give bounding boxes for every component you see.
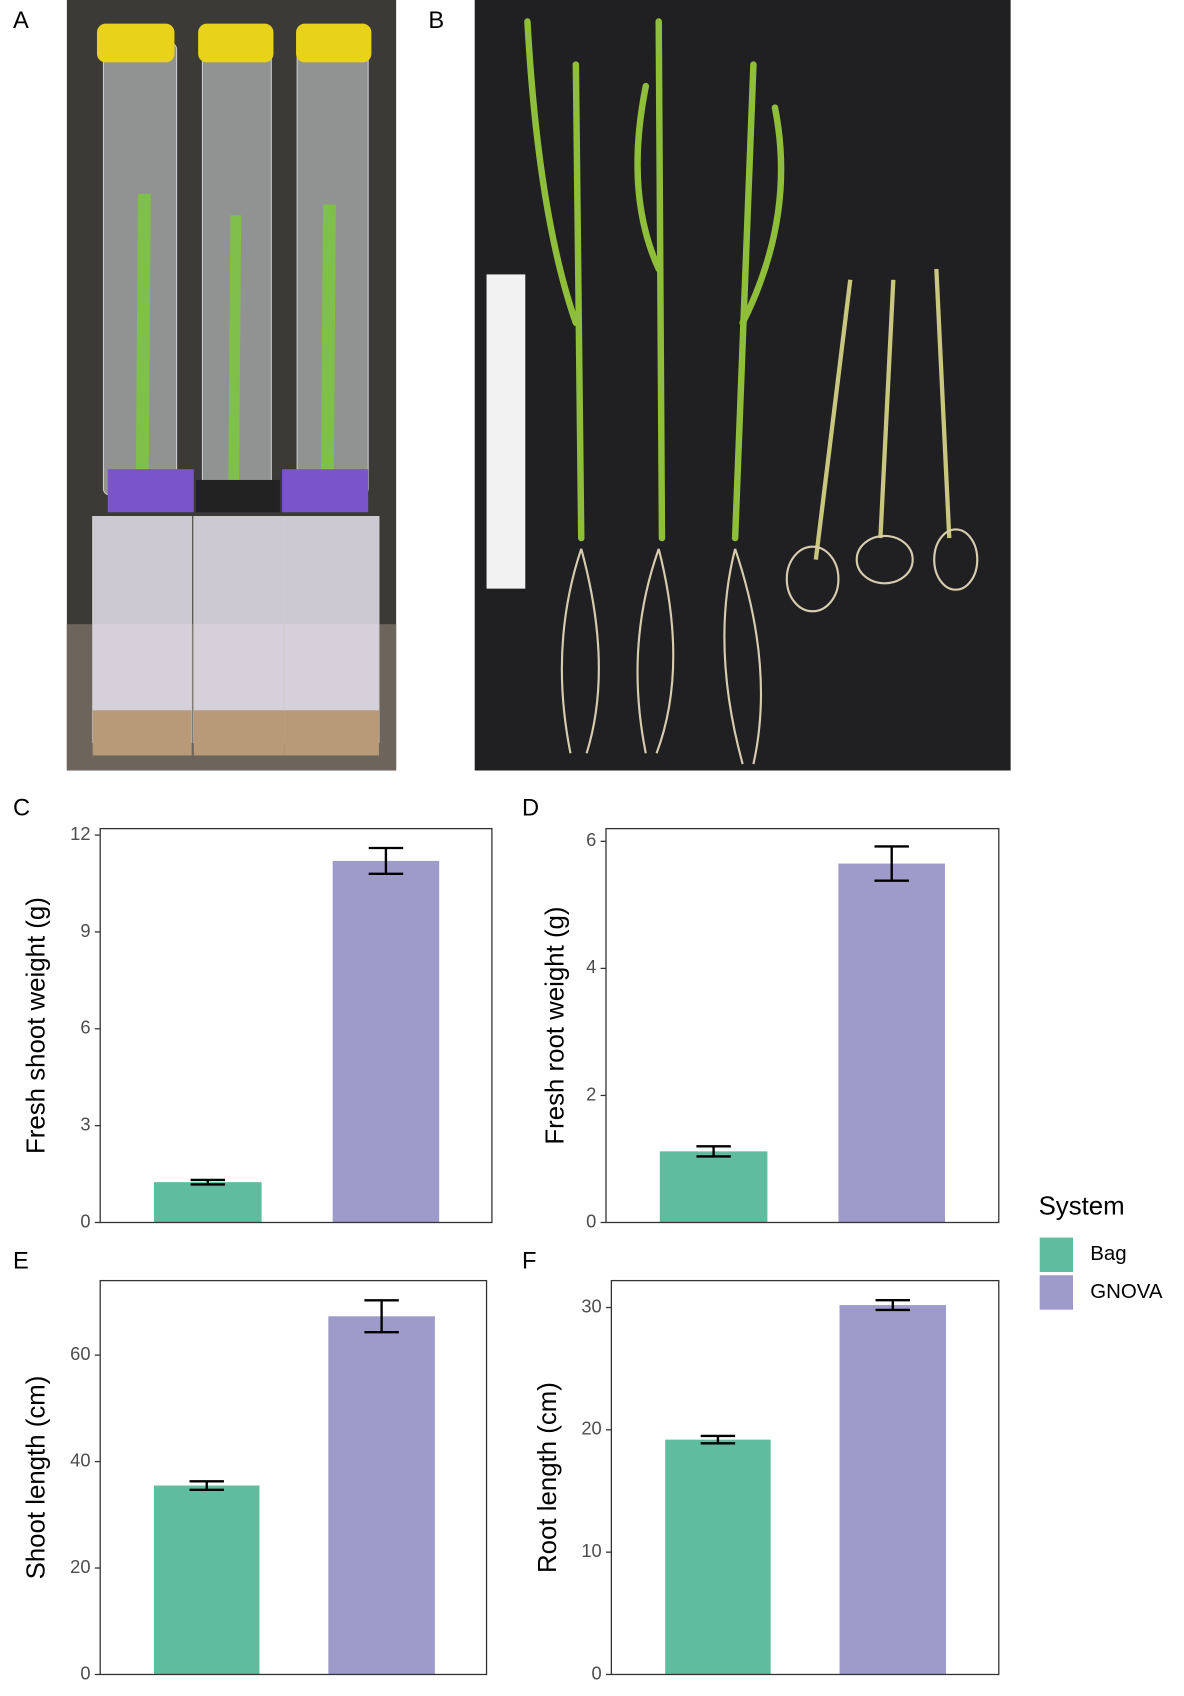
legend-key: [1039, 1237, 1074, 1272]
y-tick-label: 30: [581, 1295, 601, 1316]
y-tick-label: 3: [80, 1113, 90, 1134]
y-tick-label: 0: [592, 1662, 602, 1683]
error-bar: [189, 1480, 224, 1491]
legend-key: [1039, 1275, 1074, 1310]
y-tick-label: 60: [70, 1343, 90, 1364]
y-tick-label: 9: [80, 920, 90, 941]
error-bar: [700, 1434, 736, 1445]
plot-border: [605, 827, 1000, 1224]
bar: [154, 1182, 262, 1223]
panel-label: E: [13, 1249, 29, 1275]
y-tick-label: 6: [586, 829, 596, 850]
y-tick-label: 20: [581, 1418, 601, 1439]
y-tick-label: 2: [586, 1083, 596, 1104]
error-bar: [190, 1178, 226, 1186]
bar: [659, 1151, 768, 1223]
y-axis-title: Shoot length (cm): [23, 1376, 51, 1580]
y-tick-label: 4: [586, 956, 596, 977]
y-axis-title: Root length (cm): [534, 1382, 562, 1573]
y-tick-label: 10: [581, 1540, 601, 1561]
y-tick-label: 0: [80, 1662, 90, 1683]
panel-label: D: [522, 796, 539, 822]
y-tick-label: 40: [70, 1449, 90, 1470]
error-bar: [368, 846, 404, 876]
legend-label: Bag: [1090, 1242, 1126, 1265]
panel-label: C: [13, 796, 30, 822]
photo-a: [66, 0, 397, 771]
y-tick-label: 12: [70, 823, 90, 844]
error-bar: [364, 1299, 399, 1334]
error-bar: [696, 1145, 731, 1158]
y-tick-label: 20: [70, 1556, 90, 1577]
panel-label: A: [13, 8, 29, 34]
y-tick-label: 6: [80, 1017, 90, 1038]
photo-b: [474, 0, 1011, 771]
legend-label: GNOVA: [1090, 1280, 1163, 1303]
plot-border: [99, 827, 493, 1224]
y-tick-label: 0: [80, 1210, 90, 1231]
legend-title: System: [1039, 1192, 1125, 1220]
panel-label: F: [522, 1249, 536, 1275]
panel-label: B: [428, 8, 444, 34]
bar: [839, 1305, 947, 1675]
y-axis-title: Fresh shoot weight (g): [23, 897, 51, 1154]
error-bar: [874, 845, 909, 882]
plot-border: [99, 1279, 488, 1676]
error-bar: [875, 1298, 910, 1312]
y-tick-label: 0: [586, 1210, 596, 1231]
bar: [328, 1316, 435, 1675]
bar: [154, 1485, 260, 1675]
bar: [838, 863, 945, 1223]
bar: [332, 860, 440, 1223]
plot-border: [610, 1279, 1000, 1676]
y-axis-title: Fresh root weight (g): [541, 906, 569, 1144]
bar: [665, 1439, 771, 1675]
